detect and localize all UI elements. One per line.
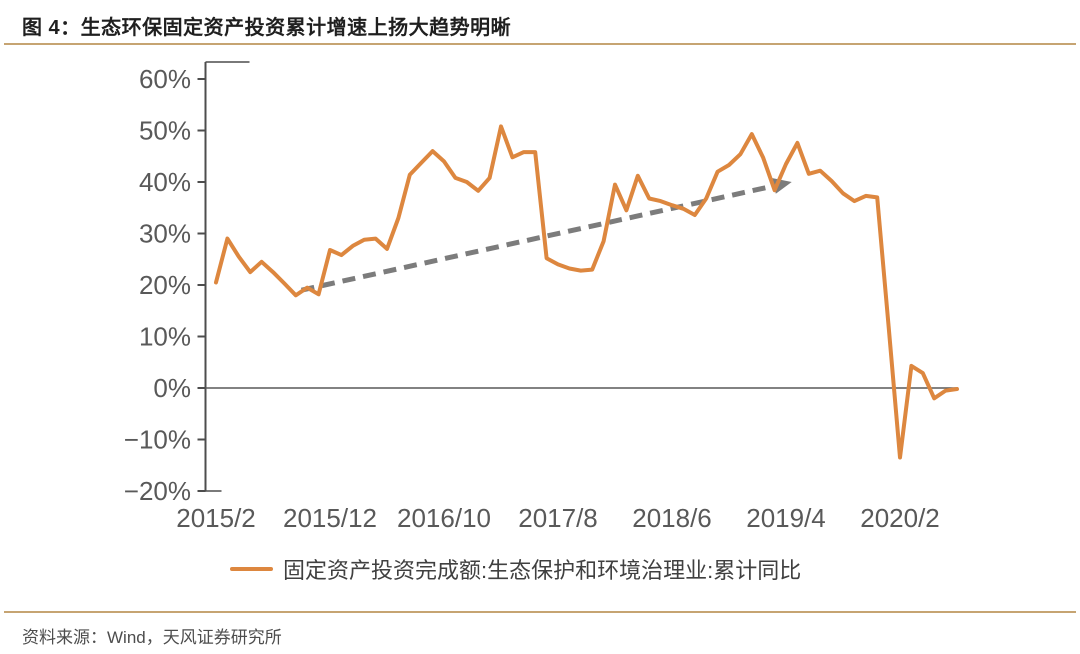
y-axis-label: −10% [124, 425, 191, 455]
y-axis-label: 30% [139, 219, 191, 249]
x-axis-label: 2018/6 [632, 503, 712, 533]
y-axis-label: 0% [153, 373, 191, 403]
data-source: 资料来源：Wind，天风证券研究所 [22, 628, 282, 647]
title-separator [4, 43, 1076, 45]
legend-series-label: 固定资产投资完成额:生态保护和环境治理业:累计同比 [283, 558, 802, 583]
y-axis-label: −20% [124, 476, 191, 506]
series-line [214, 124, 959, 460]
y-axis-label: 40% [139, 167, 191, 197]
x-axis-label: 2015/12 [283, 503, 377, 533]
y-axis-label: 60% [139, 64, 191, 94]
y-axis-label: 10% [139, 322, 191, 352]
x-axis-label: 2017/8 [518, 503, 598, 533]
x-axis-label: 2015/2 [176, 503, 256, 533]
legend-line-marker [230, 567, 273, 571]
figure-title: 图 4：生态环保固定资产投资累计增速上扬大趋势明晰 [22, 17, 512, 39]
footer-separator [4, 611, 1076, 613]
y-axis-label: 50% [139, 116, 191, 146]
x-axis-label: 2020/2 [860, 503, 940, 533]
x-axis-label: 2019/4 [746, 503, 826, 533]
y-axis-label: 20% [139, 270, 191, 300]
chart-legend: 固定资产投资完成额:生态保护和环境治理业:累计同比 [230, 553, 801, 585]
x-axis-label: 2016/10 [397, 503, 491, 533]
